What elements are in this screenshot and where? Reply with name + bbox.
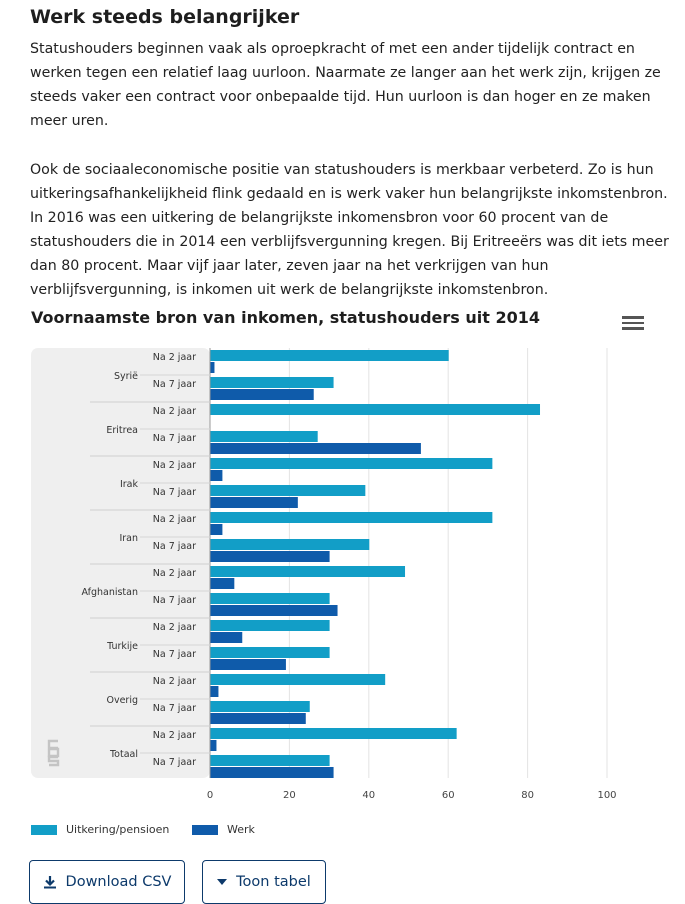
paragraph-line: steeds vaker een contract voor onbepaald… [30, 89, 651, 105]
subcategory-label: Na 7 jaar [153, 757, 196, 768]
group-label: Syrië [114, 371, 138, 382]
bar-werk[interactable] [210, 362, 215, 373]
bar-werk[interactable] [210, 524, 223, 535]
subcategory-label: Na 2 jaar [153, 514, 196, 525]
subcategory-label: Na 7 jaar [153, 703, 196, 714]
x-tick-label: 80 [521, 790, 534, 801]
bar-uitkering[interactable] [210, 404, 541, 415]
bar-uitkering[interactable] [210, 674, 386, 685]
bar-werk[interactable] [210, 659, 286, 670]
paragraph-line: Ook de sociaaleconomische positie van st… [30, 162, 654, 178]
group-label: Turkije [106, 641, 138, 652]
bar-werk[interactable] [210, 713, 306, 724]
subcategory-label: Na 2 jaar [153, 568, 196, 579]
legend-swatch [31, 824, 57, 835]
bar-uitkering[interactable] [210, 458, 493, 469]
bar-werk[interactable] [210, 767, 334, 778]
paragraph-line: dan 80 procent. Maar vijf jaar later, ze… [30, 258, 549, 274]
bar-uitkering[interactable] [210, 701, 310, 712]
bar-uitkering[interactable] [210, 593, 330, 604]
bar-werk[interactable] [210, 497, 298, 508]
x-tick-label: 0 [207, 790, 213, 801]
paragraph-line: Statushouders beginnen vaak als oproepkr… [30, 41, 635, 57]
legend-item-werk[interactable]: Werk [192, 823, 255, 836]
bar-werk[interactable] [210, 389, 314, 400]
subcategory-label: Na 7 jaar [153, 541, 196, 552]
subcategory-label: Na 2 jaar [153, 676, 196, 687]
bar-uitkering[interactable] [210, 620, 330, 631]
subcategory-label: Na 2 jaar [153, 352, 196, 363]
bar-werk[interactable] [210, 470, 223, 481]
paragraph-line: werken tegen een relatief laag uurloon. … [30, 65, 661, 81]
page-title: Werk steeds belangrijker [30, 6, 300, 28]
bar-uitkering[interactable] [210, 755, 330, 766]
x-tick-label: 60 [442, 790, 455, 801]
paragraph-line: statushouders die in 2014 een verblijfsv… [30, 234, 669, 250]
bar-chart: 0 20 40 60 80 100 Syrië Na 2 jaar Na 7 jaar Eritr… [31, 348, 617, 801]
chart-title: Voornaamste bron van inkomen, statushoud… [31, 308, 540, 327]
group-label: Totaal [109, 749, 138, 760]
download-csv-label: Download CSV [65, 874, 172, 890]
paragraph-line: meer uren. [30, 113, 109, 129]
bar-uitkering[interactable] [210, 512, 493, 523]
legend-label: Werk [227, 823, 255, 836]
bar-werk[interactable] [210, 740, 217, 751]
legend-swatch [192, 824, 218, 835]
bar-uitkering[interactable] [210, 539, 370, 550]
bar-werk[interactable] [210, 551, 330, 562]
group-label: Iran [119, 533, 138, 544]
download-icon [43, 875, 57, 889]
hamburger-menu-icon [622, 327, 644, 330]
toon-tabel-label: Toon tabel [236, 874, 311, 890]
paragraph-line: verblijfsvergunning, is inkomen uit werk… [30, 282, 549, 298]
bar-uitkering[interactable] [210, 431, 318, 442]
subcategory-label: Na 7 jaar [153, 649, 196, 660]
bar-werk[interactable] [210, 632, 243, 643]
x-tick-label: 20 [283, 790, 296, 801]
bar-uitkering[interactable] [210, 377, 334, 388]
subcategory-label: Na 2 jaar [153, 622, 196, 633]
group-label: Eritrea [106, 425, 138, 436]
bar-werk[interactable] [210, 578, 235, 589]
subcategory-label: Na 7 jaar [153, 595, 196, 606]
paragraph-line: In 2016 was een uitkering de belangrijks… [30, 210, 609, 226]
subcategory-label: Na 7 jaar [153, 487, 196, 498]
legend-item-uitkering[interactable]: Uitkering/pensioen [31, 823, 169, 836]
subcategory-label: Na 7 jaar [153, 379, 196, 390]
x-tick-label: 40 [362, 790, 375, 801]
paragraph-line: uitkeringsafhankelijkheid flink gedaald … [30, 186, 668, 202]
bar-uitkering[interactable] [210, 350, 449, 361]
toon-tabel-button[interactable]: Toon tabel [202, 860, 326, 904]
group-label: Irak [120, 479, 139, 490]
download-csv-button[interactable]: Download CSV [29, 860, 185, 904]
group-label: Afghanistan [81, 587, 138, 598]
subcategory-label: Na 2 jaar [153, 730, 196, 741]
group-label: Overig [106, 695, 138, 706]
bar-uitkering[interactable] [210, 485, 366, 496]
hamburger-menu-icon [622, 321, 644, 325]
subcategory-label: Na 2 jaar [153, 460, 196, 471]
subcategory-label: Na 7 jaar [153, 433, 196, 444]
x-tick-label: 100 [597, 790, 616, 801]
hamburger-menu-icon [622, 316, 644, 319]
legend-label: Uitkering/pensioen [66, 823, 170, 836]
position-paragraph: Ook de sociaaleconomische positie van st… [30, 158, 670, 302]
cbs-logo-icon [47, 739, 60, 767]
bar-uitkering[interactable] [210, 647, 330, 658]
subcategory-label: Na 2 jaar [153, 406, 196, 417]
bar-werk[interactable] [210, 605, 338, 616]
intro-paragraph: Statushouders beginnen vaak als oproepkr… [30, 37, 670, 133]
bar-uitkering[interactable] [210, 566, 406, 577]
bar-werk[interactable] [210, 443, 421, 454]
caret-down-icon [217, 878, 228, 886]
bar-werk[interactable] [210, 686, 219, 697]
bar-uitkering[interactable] [210, 728, 457, 739]
chart-menu-button[interactable] [620, 313, 646, 333]
